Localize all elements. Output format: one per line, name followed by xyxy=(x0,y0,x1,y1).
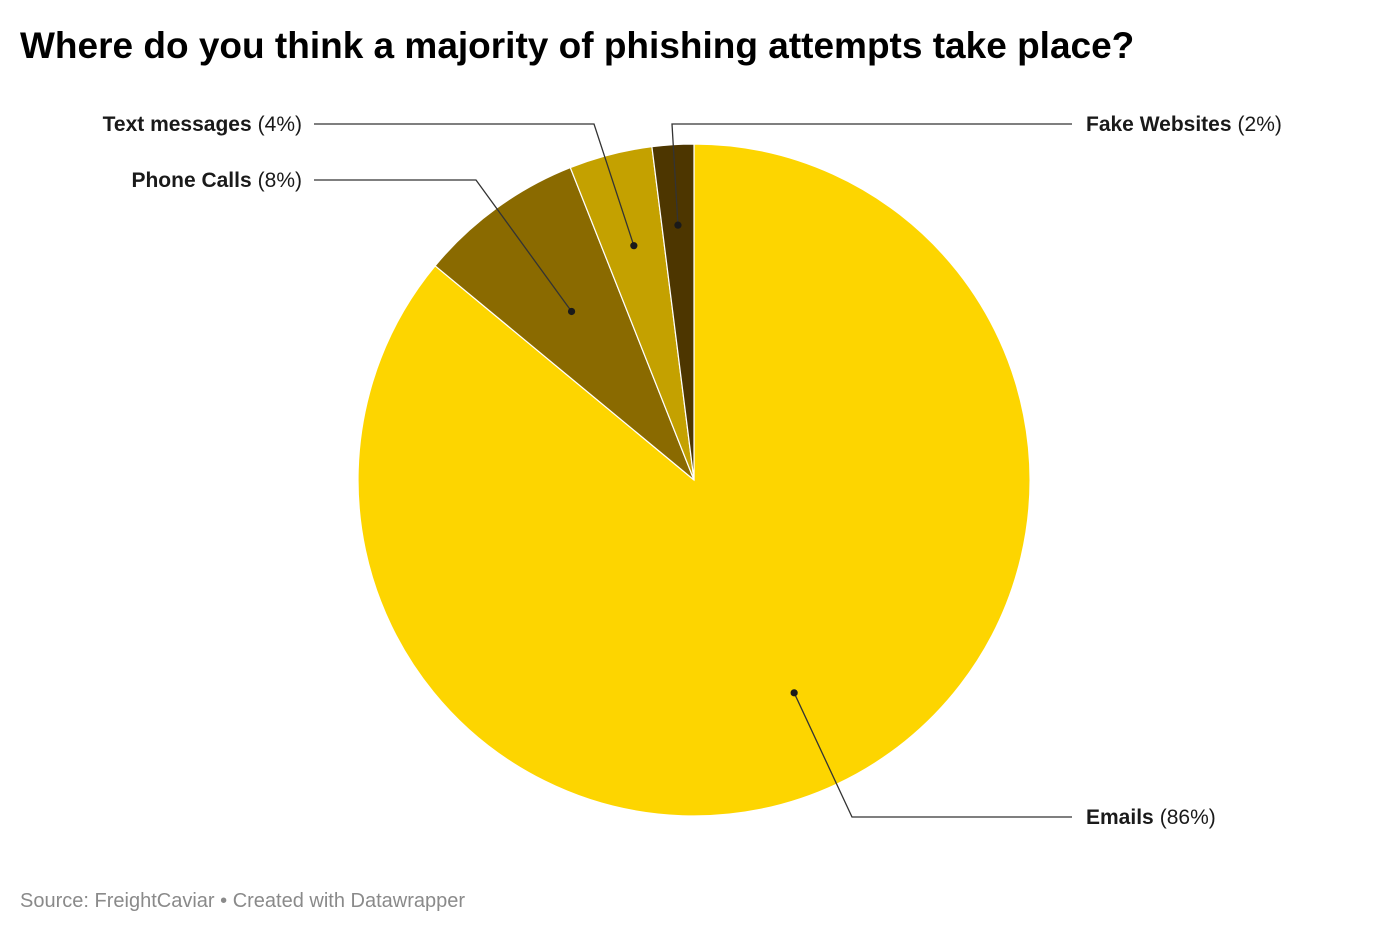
slice-percent: (8%) xyxy=(258,169,302,192)
slice-name: Text messages xyxy=(103,113,252,136)
slice-name: Phone Calls xyxy=(131,169,251,192)
credit-text: Created with Datawrapper xyxy=(232,890,466,912)
leader-dot-fake-websites xyxy=(674,221,682,229)
slice-label-text-messages: Text messages (4%) xyxy=(103,113,302,136)
leader-line-text-messages xyxy=(314,123,635,246)
slice-percent: (86%) xyxy=(1160,806,1216,829)
source-name: FreightCaviar xyxy=(94,890,215,912)
slice-percent: (2%) xyxy=(1238,113,1282,136)
source-credit: Source: FreightCaviar • Created with Dat… xyxy=(20,890,465,913)
leader-dot-emails xyxy=(790,689,798,697)
slice-label-fake-websites: Fake Websites (2%) xyxy=(1086,113,1282,136)
leader-line-emails xyxy=(793,692,1072,818)
slice-labels: Emails (86%) Phone Calls (8%) Text messages (… xyxy=(103,113,1282,829)
leader-line-phone-calls xyxy=(314,179,573,312)
leader-dot-phone-calls xyxy=(567,307,576,316)
leader-dot-text-messages xyxy=(630,242,638,250)
label-leader-lines xyxy=(314,123,1072,818)
chart-title: Where do you think a majority of phishin… xyxy=(20,25,1135,66)
source-label: Source: xyxy=(20,890,89,912)
slice-label-phone-calls: Phone Calls (8%) xyxy=(131,169,302,192)
slice-label-emails: Emails (86%) xyxy=(1086,806,1216,829)
slice-name: Fake Websites xyxy=(1086,113,1232,136)
leader-line-fake-websites xyxy=(671,123,1072,226)
pie-slices xyxy=(357,143,1031,817)
slice-name: Emails xyxy=(1086,806,1154,829)
slice-percent: (4%) xyxy=(258,113,302,136)
source-separator: • xyxy=(220,890,228,912)
